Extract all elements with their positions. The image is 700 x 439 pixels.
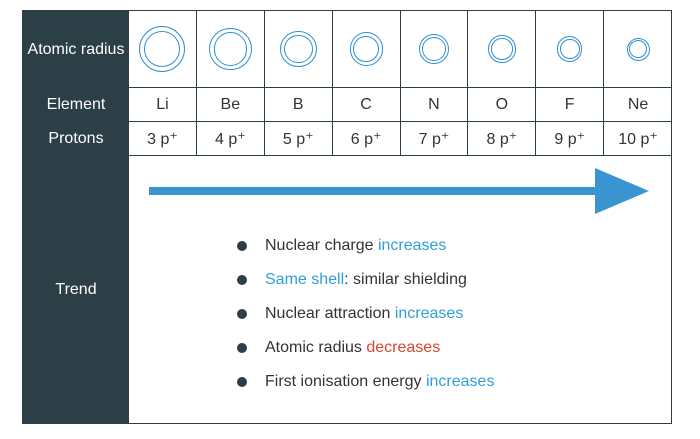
- trend-highlight: increases: [394, 305, 464, 322]
- element-grid: Li 3 p⁺ Be 4 p⁺ B 5 p⁺ C 6 p⁺ N 7 p⁺ O 8 p⁺ F 9 p⁺ Ne 1…: [129, 11, 672, 156]
- proton-count: 4 p⁺: [196, 122, 265, 156]
- atom-cell: [536, 11, 605, 88]
- atom-cell: [604, 11, 672, 88]
- bullet-dot-icon: [237, 343, 247, 353]
- outer-shell-ring: [349, 32, 383, 66]
- trend-highlight: Same shell: [265, 271, 345, 288]
- inner-shell-ring: [283, 34, 313, 64]
- row-header-element: Element: [46, 96, 106, 113]
- atom-cell: [400, 11, 469, 88]
- outer-shell-ring: [279, 30, 317, 68]
- proton-count: 7 p⁺: [400, 122, 469, 156]
- trend-text: : similar shielding: [344, 271, 467, 288]
- trend-item: First ionisation energy increases: [237, 365, 494, 399]
- trend-item: Nuclear charge increases: [237, 229, 494, 263]
- atom-cell: [129, 11, 197, 88]
- proton-count: 10 p⁺: [604, 122, 672, 156]
- atom-cell: [196, 11, 265, 88]
- trend-text: Nuclear charge: [265, 237, 378, 254]
- trend-text: Atomic radius: [265, 339, 367, 356]
- outer-shell-ring: [208, 27, 252, 71]
- element-symbol: F: [536, 88, 605, 122]
- atom-icon: [349, 32, 383, 66]
- trend-item: Nuclear attraction increases: [237, 297, 494, 331]
- element-symbol: Ne: [604, 88, 672, 122]
- inner-shell-ring: [213, 32, 247, 66]
- element-symbol: O: [468, 88, 537, 122]
- element-symbol: C: [332, 88, 401, 122]
- proton-count: 8 p⁺: [468, 122, 537, 156]
- inner-shell-ring: [353, 36, 379, 62]
- atom-cell: [264, 11, 333, 88]
- inner-shell-ring: [629, 40, 648, 58]
- atom-icon: [557, 36, 583, 62]
- atom-cell: [332, 11, 401, 88]
- row-header-trend: Trend: [55, 281, 97, 298]
- atom-icon: [626, 37, 650, 61]
- proton-count: 3 p⁺: [129, 122, 197, 156]
- proton-count: 6 p⁺: [332, 122, 401, 156]
- bullet-dot-icon: [237, 309, 247, 319]
- outer-shell-ring: [557, 36, 583, 62]
- trend-highlight: increases: [425, 373, 495, 390]
- trend-item: Same shell: similar shielding: [237, 263, 494, 297]
- bullet-dot-icon: [237, 275, 247, 285]
- trend-highlight: decreases: [366, 339, 441, 356]
- outer-shell-ring: [626, 37, 650, 61]
- element-symbol: Be: [196, 88, 265, 122]
- row-header-protons: Protons: [48, 130, 104, 147]
- trend-area: Nuclear charge increases Same shell: simi…: [129, 156, 672, 424]
- proton-count: 5 p⁺: [264, 122, 333, 156]
- inner-shell-ring: [559, 39, 580, 59]
- row-header-atomic-radius: Atomic radius: [27, 40, 125, 58]
- trend-highlight: increases: [377, 237, 447, 254]
- atom-cell: [468, 11, 537, 88]
- atom-icon: [418, 33, 450, 65]
- proton-count: 9 p⁺: [536, 122, 605, 156]
- inner-shell-ring: [422, 37, 446, 61]
- outer-shell-ring: [418, 33, 450, 65]
- element-symbol: N: [400, 88, 469, 122]
- atom-icon: [208, 27, 252, 71]
- element-symbol: B: [264, 88, 333, 122]
- inner-shell-ring: [491, 38, 513, 60]
- trend-text: First ionisation energy: [265, 373, 426, 390]
- trend-text: Nuclear attraction: [265, 305, 395, 322]
- row-header-column: Atomic radius Element Protons Trend: [23, 11, 129, 423]
- outer-shell-ring: [488, 35, 516, 63]
- bullet-dot-icon: [237, 241, 247, 251]
- inner-shell-ring: [144, 31, 181, 67]
- trend-arrow-icon: [149, 168, 649, 214]
- trend-list: Nuclear charge increases Same shell: simi…: [237, 229, 494, 399]
- atom-icon: [279, 30, 317, 68]
- element-symbol: Li: [129, 88, 197, 122]
- atom-icon: [488, 35, 516, 63]
- bullet-dot-icon: [237, 377, 247, 387]
- trend-item: Atomic radius decreases: [237, 331, 494, 365]
- periodic-trend-figure: Atomic radius Element Protons Trend Li 3 …: [22, 10, 672, 424]
- atom-icon: [139, 26, 186, 72]
- outer-shell-ring: [139, 26, 186, 72]
